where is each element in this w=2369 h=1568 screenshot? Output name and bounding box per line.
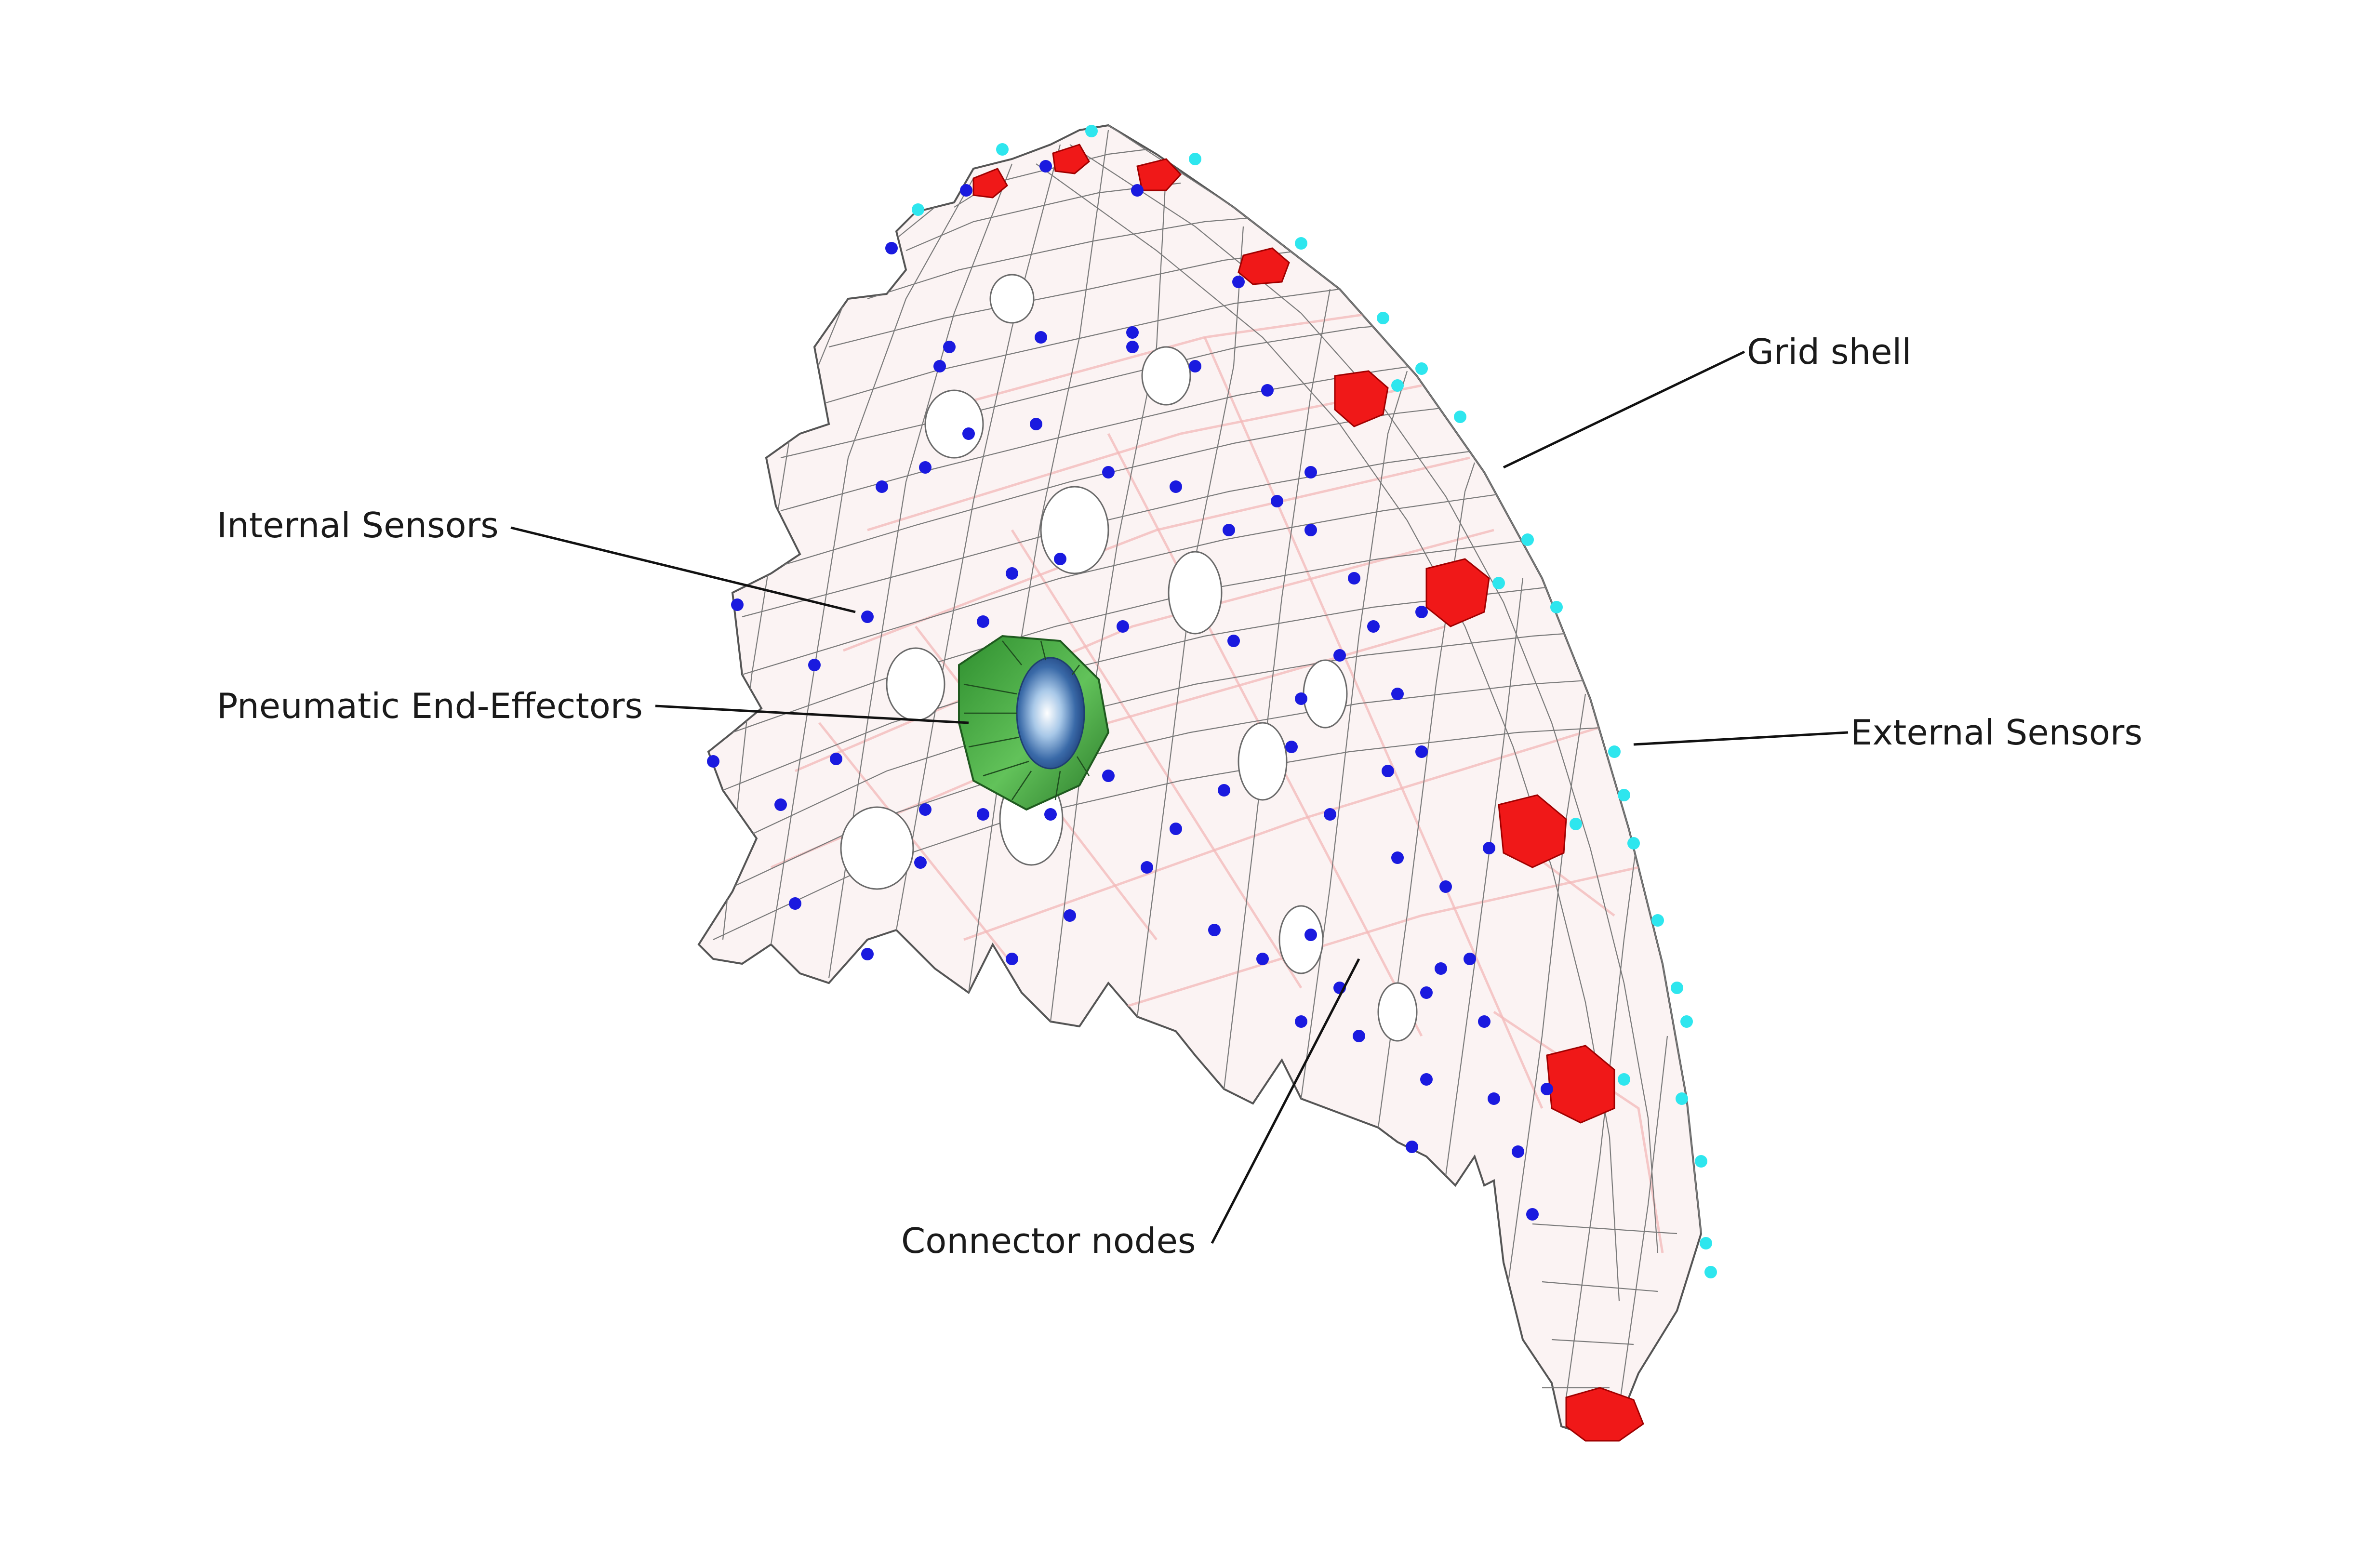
end-cap (1052, 144, 1090, 174)
shell-ribs (1036, 125, 1702, 1389)
connector-nodes-leader (1211, 958, 1360, 1244)
external-sensors-label: External Sensors (1850, 712, 2143, 753)
pneumatic-end-effector (958, 635, 1110, 811)
grid-shell-label: Grid shell (1747, 332, 1911, 372)
grid-shell (697, 124, 1703, 1437)
external-sensor-nodes (912, 125, 1717, 1278)
shell-mesh-lines (713, 130, 1687, 1408)
internal-sensors-leader (510, 526, 856, 613)
internal-sensors-label: Internal Sensors (217, 505, 499, 545)
connector-nodes-label: Connector nodes (901, 1221, 1196, 1261)
end-cap (972, 168, 1008, 199)
end-cap (1238, 247, 1290, 285)
end-cap (1546, 1045, 1615, 1124)
end-cap (1498, 794, 1567, 868)
end-cap (1425, 558, 1490, 627)
external-sensors-leader (1633, 731, 1849, 746)
grid-shell-outline (697, 124, 1703, 1437)
internal-sensor-nodes (707, 160, 1553, 1221)
end-effector-bore (1016, 657, 1085, 770)
pneumatic-end-effectors-label: Pneumatic End-Effectors (217, 686, 643, 726)
end-caps (972, 144, 1644, 1442)
callouts: Grid shell Internal Sensors Pneumatic En… (217, 332, 2143, 1261)
end-cap (1334, 370, 1389, 427)
grid-shell-leader (1503, 350, 1745, 469)
pneumatic-end-effectors-leader (655, 704, 969, 724)
end-cap (1565, 1387, 1644, 1442)
